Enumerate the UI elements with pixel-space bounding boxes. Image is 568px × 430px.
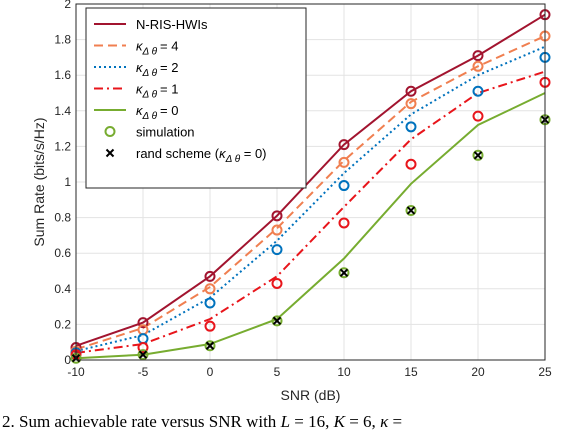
y-tick-labels: 0 0.2 0.4 0.6 0.8 1 1.2 1.4 1.6 1.8 2 [54,0,71,367]
y-tick-label: 2 [64,0,71,11]
caption-tail: = [388,412,402,430]
x-tick-label: 20 [471,365,485,379]
y-tick-label: 0.6 [54,246,71,260]
x-tick-label: 0 [207,365,214,379]
caption-L: L [280,412,290,430]
caption-K-val: = 6, [345,412,380,430]
legend-box [86,8,306,188]
caption-L-val: = 16, [290,412,334,430]
caption-prefix: 2. Sum achievable rate versus SNR with [2,412,281,430]
x-tick-label: 5 [274,365,281,379]
y-tick-label: 1.4 [54,104,71,118]
y-tick-label: 0 [64,353,71,367]
y-tick-label: 1.8 [54,33,71,47]
y-tick-label: 0.8 [54,211,71,225]
x-axis-label: SNR (dB) [281,387,341,403]
y-tick-label: 0.4 [54,282,71,296]
x-tick-label: 25 [538,365,552,379]
x-tick-label: -5 [138,365,149,379]
y-tick-label: 1.2 [54,139,71,153]
x-tick-labels: -10 -5 0 5 10 15 20 25 [67,365,552,379]
y-tick-label: 1 [64,175,71,189]
y-tick-label: 1.6 [54,68,71,82]
x-tick-label: -10 [67,365,85,379]
figure-caption: 2. Sum achievable rate versus SNR with L… [2,412,402,430]
y-tick-label: 0.2 [54,317,71,331]
legend-label-0: N-RIS-HWIs [136,17,208,32]
x-tick-label: 15 [404,365,418,379]
x-tick-label: 10 [337,365,351,379]
y-axis-label: Sum Rate (bits/s/Hz) [31,117,47,246]
legend-simulation-label: simulation [136,125,195,140]
